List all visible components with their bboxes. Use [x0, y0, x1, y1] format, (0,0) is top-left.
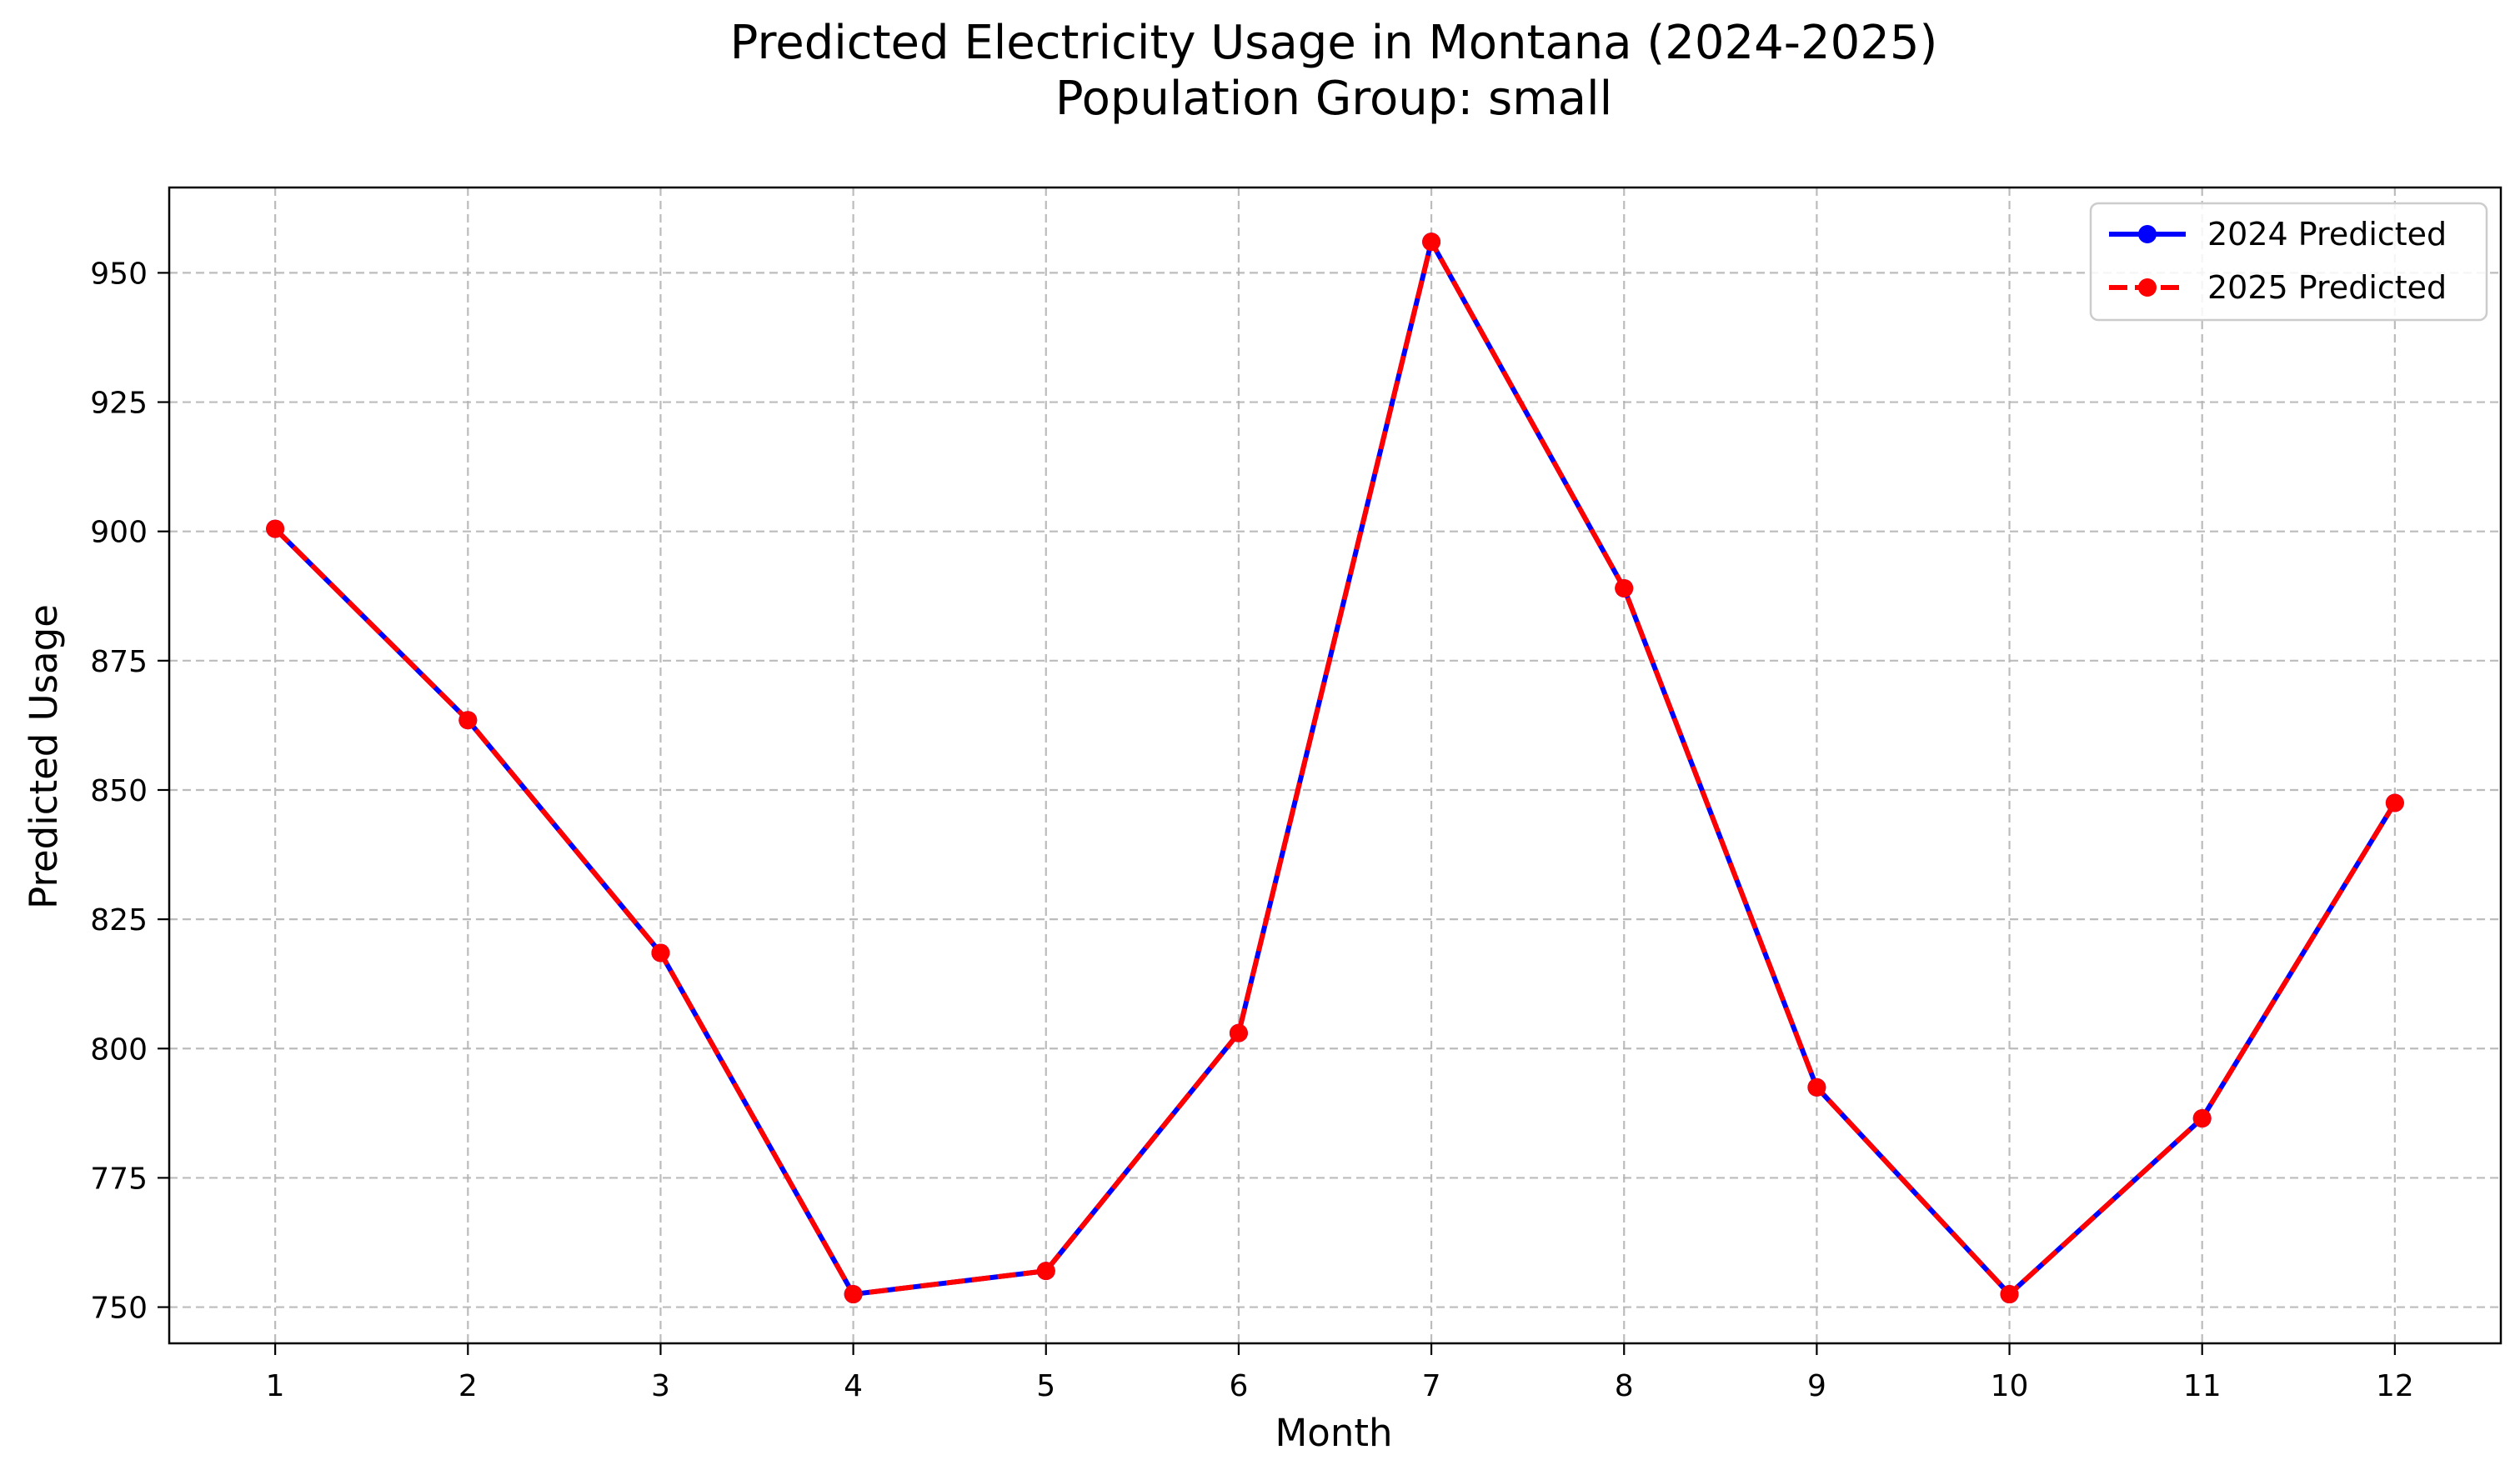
data-point-series-2	[1036, 1262, 1055, 1281]
x-tick-label: 3	[651, 1369, 670, 1403]
y-tick-label: 800	[90, 1032, 148, 1067]
data-point-series-2	[2385, 793, 2404, 812]
data-point-series-2	[1422, 232, 1441, 252]
x-tick-label: 5	[1036, 1369, 1055, 1403]
y-tick-label: 825	[90, 903, 148, 938]
series-markers	[266, 232, 2404, 1304]
chart-title: Predicted Electricity Usage in Montana (…	[730, 16, 1938, 70]
series-line-2	[273, 239, 2397, 1298]
series-lines	[273, 239, 2397, 1298]
x-tick-label: 8	[1615, 1369, 1634, 1403]
grid	[169, 188, 2501, 1343]
x-axis-label: Month	[1275, 1411, 1392, 1455]
x-tick-label: 12	[2376, 1369, 2414, 1403]
legend-label-2: 2025 Predicted	[2207, 269, 2447, 306]
x-tick-label: 2	[458, 1369, 478, 1403]
legend-box	[2089, 202, 2488, 322]
y-axis-label: Predicted Usage	[22, 604, 66, 909]
y-tick-label: 775	[90, 1162, 148, 1196]
y-tick-label: 900	[90, 516, 148, 550]
x-tick-label: 9	[1807, 1369, 1826, 1403]
data-point-series-2	[2192, 1109, 2212, 1128]
x-tick-label: 4	[844, 1369, 863, 1403]
x-tick-label: 6	[1229, 1369, 1248, 1403]
plot-frame	[168, 186, 2502, 1345]
data-point-series-2	[1807, 1078, 1826, 1097]
legend-marker-1	[2138, 225, 2157, 243]
data-point-series-2	[651, 943, 670, 962]
x-tick-label: 10	[1991, 1369, 2029, 1403]
x-tick-label: 7	[1422, 1369, 1441, 1403]
data-point-series-2	[1615, 578, 1634, 598]
data-point-series-2	[844, 1285, 863, 1304]
y-tick-label: 850	[90, 774, 148, 808]
legend: 2024 Predicted 2025 Predicted	[2089, 202, 2488, 322]
chart-subtitle: Population Group: small	[1055, 72, 1612, 126]
y-tick-label: 925	[90, 387, 148, 421]
legend-marker-2	[2138, 278, 2157, 297]
x-tick-label: 1	[266, 1369, 285, 1403]
data-point-series-2	[2000, 1285, 2019, 1304]
legend-label-1: 2024 Predicted	[2207, 216, 2447, 252]
x-tick-label: 11	[2183, 1369, 2222, 1403]
data-point-series-2	[458, 711, 478, 730]
data-point-series-2	[266, 519, 285, 538]
y-tick-label: 875	[90, 645, 148, 679]
data-point-series-2	[1229, 1023, 1248, 1042]
axes: 1 2 3 4 5 6 7 8 9 10 11 127507758008258508759009259…	[90, 186, 2502, 1403]
y-tick-label: 750	[90, 1292, 148, 1326]
y-tick-label: 950	[90, 257, 148, 291]
